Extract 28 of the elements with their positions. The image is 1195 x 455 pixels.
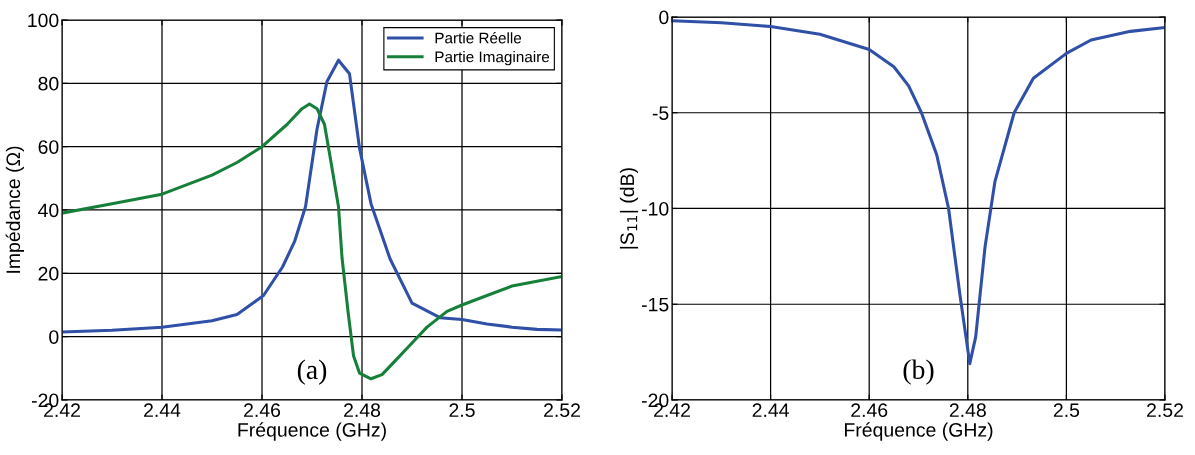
x-tick-label: 2.46	[244, 403, 281, 418]
y-tick-label: 0	[49, 330, 59, 344]
x-tick-label: 2.46	[851, 403, 888, 418]
x-tick-label: 2.44	[752, 403, 789, 417]
legend-label: Partie Imaginaire	[435, 51, 550, 66]
x-tick-label: 2.48	[344, 403, 381, 418]
y-tick-label: 20	[38, 266, 59, 281]
x-tick-label: 2.44	[144, 403, 181, 417]
x-tick-label: 2.5	[449, 403, 475, 418]
x-tick-label: 2.52	[1147, 403, 1183, 418]
y-axis-title: |S$_{11}$| (dB)	[619, 168, 639, 249]
annotation: (a)	[297, 359, 327, 385]
y-tick-label: 60	[38, 140, 59, 154]
x-axis-title: Fréquence (GHz)	[238, 422, 386, 441]
y-tick-label: 40	[38, 203, 59, 218]
y-tick-label: 80	[38, 76, 59, 91]
y-tick-label: -15	[641, 297, 669, 312]
x-tick-label: 2.5	[1053, 403, 1080, 418]
y-tick-label: -10	[641, 201, 669, 216]
y-axis-title: Impédance (Ω)	[5, 146, 25, 273]
x-tick-label: 2.52	[544, 403, 580, 418]
legend-label: Partie Réelle	[435, 32, 522, 44]
y-tick-label: 100	[28, 13, 59, 28]
y-tick-label: -5	[652, 106, 669, 120]
y-tick-label: 0	[659, 10, 669, 25]
annotation: (b)	[903, 359, 934, 385]
x-tick-label: 2.48	[949, 403, 986, 418]
x-axis-title: Fréquence (GHz)	[845, 422, 993, 441]
